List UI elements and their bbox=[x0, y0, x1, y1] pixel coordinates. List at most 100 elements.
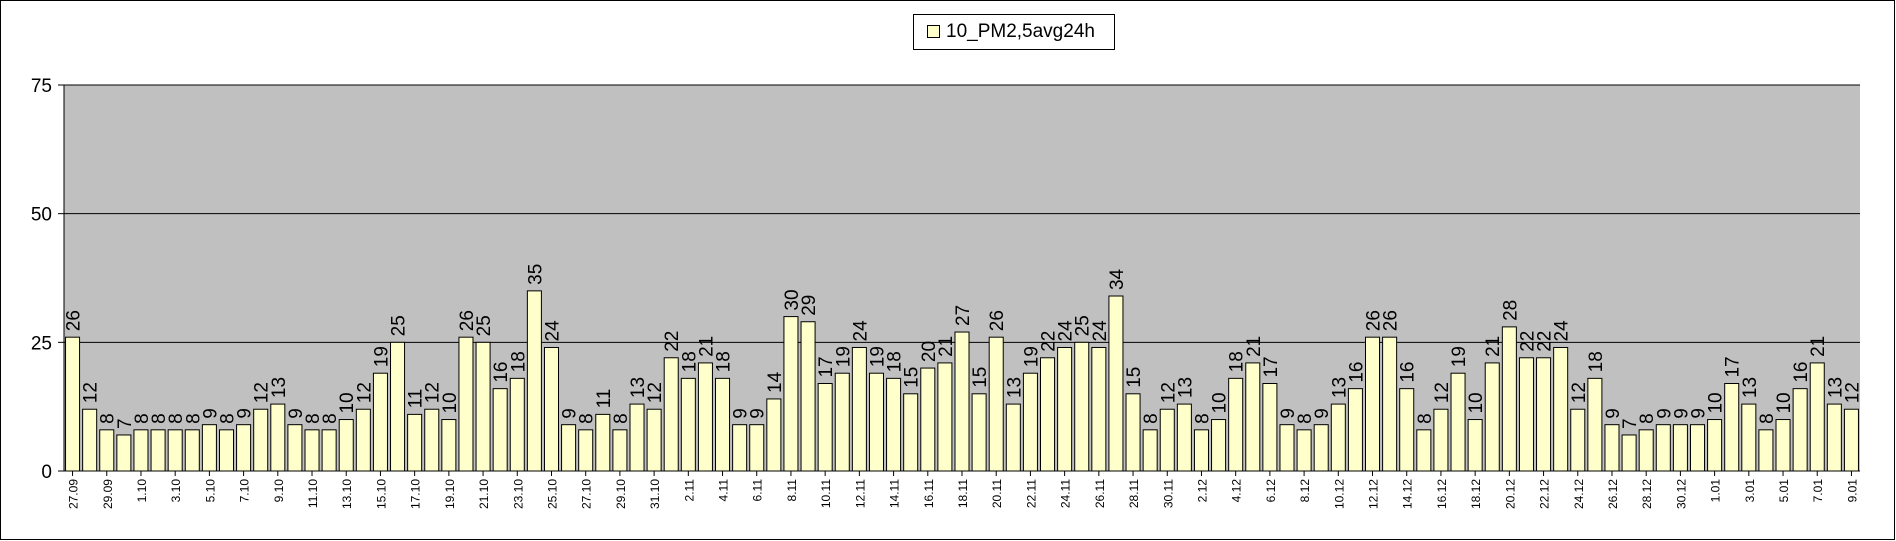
data-label: 12 bbox=[423, 382, 444, 403]
data-label: 13 bbox=[1825, 377, 1846, 398]
data-label: 20 bbox=[919, 341, 940, 362]
data-label: 16 bbox=[1398, 362, 1419, 383]
bar bbox=[1313, 424, 1329, 472]
bar bbox=[971, 393, 987, 472]
data-label: 26 bbox=[1381, 310, 1402, 331]
bar bbox=[167, 429, 183, 472]
data-label: 9 bbox=[1278, 408, 1299, 419]
data-label: 21 bbox=[1483, 336, 1504, 357]
x-tick-label: 20.11 bbox=[990, 479, 1004, 508]
data-label: 24 bbox=[1056, 320, 1077, 342]
data-label: 26 bbox=[1364, 310, 1385, 331]
bar bbox=[680, 377, 696, 472]
x-tick-label: 31.10 bbox=[648, 479, 662, 509]
data-label: 19 bbox=[1449, 346, 1470, 367]
data-label: 13 bbox=[1329, 377, 1350, 398]
bar bbox=[1707, 419, 1723, 472]
x-tick-label: 10.11 bbox=[819, 479, 833, 508]
data-label: 21 bbox=[696, 336, 717, 357]
bar bbox=[1365, 336, 1381, 472]
bar bbox=[1245, 362, 1261, 472]
bar bbox=[1211, 419, 1227, 472]
x-tick-label: 5.10 bbox=[203, 479, 217, 503]
bar bbox=[65, 336, 81, 472]
data-label: 19 bbox=[867, 346, 888, 367]
data-label: 8 bbox=[611, 413, 632, 424]
data-label: 9 bbox=[748, 408, 769, 419]
x-tick-label: 1.10 bbox=[135, 479, 149, 503]
y-tick-label: 50 bbox=[31, 205, 52, 226]
x-tick-label: 22.11 bbox=[1024, 479, 1038, 508]
data-label: 8 bbox=[303, 413, 324, 424]
bar bbox=[424, 408, 440, 472]
data-label: 18 bbox=[714, 351, 735, 372]
bar bbox=[236, 424, 252, 472]
data-label: 8 bbox=[1637, 413, 1658, 424]
data-label: 10 bbox=[1466, 392, 1487, 413]
data-label: 26 bbox=[457, 310, 478, 331]
data-label: 9 bbox=[235, 408, 256, 419]
bar bbox=[1536, 357, 1552, 472]
bar bbox=[578, 429, 594, 472]
x-tick-label: 4.12 bbox=[1230, 479, 1244, 503]
data-label: 18 bbox=[1227, 351, 1248, 372]
data-label: 19 bbox=[1021, 346, 1042, 367]
x-tick-label: 30.11 bbox=[1161, 479, 1175, 508]
x-tick-label: 16.11 bbox=[922, 479, 936, 508]
bar bbox=[1553, 346, 1569, 472]
x-tick-label: 3.10 bbox=[169, 479, 183, 503]
bar bbox=[732, 424, 748, 472]
bar bbox=[1501, 326, 1517, 472]
bar bbox=[629, 403, 645, 472]
x-tick-label: 1.01 bbox=[1709, 479, 1723, 503]
bar bbox=[543, 346, 559, 472]
data-label: 21 bbox=[936, 336, 957, 357]
bar bbox=[270, 403, 286, 472]
bar bbox=[1022, 372, 1038, 472]
x-tick-label: 30.12 bbox=[1674, 479, 1688, 509]
bar bbox=[1108, 295, 1124, 472]
data-label: 8 bbox=[1415, 413, 1436, 424]
x-tick-label: 10.12 bbox=[1332, 479, 1346, 509]
y-tick-label: 75 bbox=[31, 76, 52, 97]
x-tick-label: 19.10 bbox=[443, 479, 457, 509]
data-label: 8 bbox=[183, 413, 204, 424]
data-label: 8 bbox=[132, 413, 153, 424]
bar bbox=[1775, 419, 1791, 472]
x-tick-label: 3.01 bbox=[1743, 479, 1757, 503]
x-tick-label: 27.09 bbox=[67, 479, 81, 509]
data-label: 8 bbox=[1295, 413, 1316, 424]
data-label: 18 bbox=[885, 351, 906, 372]
data-label: 8 bbox=[1192, 413, 1213, 424]
bar bbox=[1758, 429, 1774, 472]
bar bbox=[1416, 429, 1432, 472]
bar bbox=[1689, 424, 1706, 472]
data-label: 25 bbox=[389, 315, 410, 336]
data-label: 12 bbox=[1569, 382, 1590, 403]
bar bbox=[287, 424, 303, 472]
x-tick-label: 7.01 bbox=[1811, 479, 1825, 503]
x-tick-label: 11.10 bbox=[306, 479, 320, 508]
x-tick-label: 9.01 bbox=[1845, 479, 1859, 503]
x-tick-label: 6.12 bbox=[1264, 479, 1278, 503]
data-label: 16 bbox=[1346, 362, 1367, 383]
x-tick-label: 14.12 bbox=[1401, 479, 1415, 509]
bar bbox=[886, 377, 902, 472]
x-tick-label: 14.11 bbox=[888, 479, 902, 508]
bar bbox=[1091, 346, 1107, 472]
data-label: 17 bbox=[1723, 356, 1744, 377]
bar bbox=[1843, 408, 1859, 472]
x-tick-label: 26.11 bbox=[1093, 479, 1107, 508]
bar bbox=[1570, 408, 1586, 472]
x-tick-label: 9.10 bbox=[272, 479, 286, 503]
data-label: 18 bbox=[1586, 351, 1607, 372]
x-tick-label: 21.10 bbox=[477, 479, 491, 509]
bar bbox=[1296, 429, 1312, 472]
bar bbox=[954, 331, 970, 472]
data-label: 26 bbox=[64, 310, 85, 331]
data-label: 9 bbox=[731, 408, 752, 419]
data-label: 9 bbox=[1654, 408, 1675, 419]
data-label: 19 bbox=[371, 346, 392, 367]
